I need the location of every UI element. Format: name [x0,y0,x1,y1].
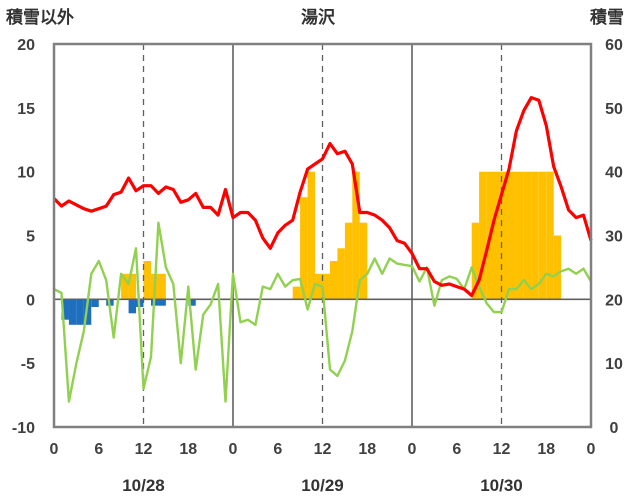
right-y-ticks: 60 50 40 30 20 10 0 [605,37,623,437]
grid-layer [54,44,591,427]
precipitation-bar [61,299,69,320]
lines-layer [52,96,593,403]
day-label: 10/30 [480,476,523,495]
right-tick-label: 60 [605,37,623,54]
x-ticks: 0 6 12 18 0 6 12 18 0 6 12 18 0 [50,441,596,458]
bars-layer [61,171,562,325]
snowfall-bar [538,171,547,300]
precipitation-bar [91,299,99,307]
x-tick-label: 18 [537,441,555,458]
right-tick-label: 30 [605,229,623,246]
day-label: 10/28 [122,476,165,495]
right-tick-label: 0 [610,420,619,437]
left-tick-label: -5 [21,356,35,373]
x-tick-label: 6 [273,441,282,458]
x-tick-label: 18 [358,441,376,458]
snowfall-bar [352,171,360,300]
right-tick-label: 10 [605,356,623,373]
snowfall-bar [494,171,502,300]
x-tick-label: 0 [587,441,596,458]
day-label: 10/29 [301,476,344,495]
snowfall-bar [330,261,338,300]
snowfall-bar [479,171,487,300]
precipitation-bar [188,299,196,306]
x-tick-label: 0 [408,441,417,458]
snowfall-bar [307,171,316,300]
snowfall-bar [516,171,524,300]
snowfall-bar [546,171,554,300]
frame-layer [52,42,593,429]
snowfall-bar [292,286,301,300]
right-tick-label: 40 [605,165,623,182]
snowfall-bar [128,273,137,300]
precipitation-bar [128,299,137,314]
snowfall-bar [501,171,509,300]
right-tick-label: 20 [605,292,623,309]
snowfall-bar [121,273,129,300]
x-tick-label: 12 [314,441,332,458]
left-tick-label: 0 [26,292,35,309]
x-tick-label: 6 [452,441,461,458]
snowfall-bar [322,273,330,300]
precipitation-bar [158,299,166,306]
x-tick-label: 12 [493,441,511,458]
snowfall-bar [531,171,539,300]
right-tick-label: 50 [605,101,623,118]
wind-line [53,221,593,403]
snowfall-bar [509,171,517,300]
precipitation-bar [83,299,92,325]
left-axis-label: 積雪以外 [6,7,74,27]
temperature-line [52,96,593,298]
x-tick-label: 18 [179,441,197,458]
snowfall-bar [344,222,353,300]
day-labels: 10/28 10/29 10/30 [122,476,523,495]
left-tick-label: 15 [17,101,35,118]
right-axis-label: 積雪 [590,7,624,27]
snowfall-bar [523,171,532,300]
plot-frame [52,42,593,429]
left-y-ticks: 20 15 10 5 0 -5 -10 [12,37,35,437]
snowfall-bar [359,222,368,300]
precipitation-bar [76,299,84,325]
snowfall-bar [158,273,166,300]
precipitation-bar [68,299,77,325]
x-tick-label: 6 [94,441,103,458]
snowfall-bar [471,222,480,300]
left-tick-label: 10 [17,165,35,182]
left-tick-label: -10 [12,420,35,437]
left-tick-label: 20 [17,37,35,54]
x-tick-label: 0 [229,441,238,458]
snowfall-bar [143,261,151,300]
snowfall-bar [553,235,562,300]
x-tick-label: 12 [135,441,153,458]
snowfall-bar [300,197,308,300]
chart-title: 湯沢 [301,7,336,27]
x-tick-label: 0 [50,441,59,458]
snowfall-bar [337,248,345,300]
left-tick-label: 5 [26,229,35,246]
